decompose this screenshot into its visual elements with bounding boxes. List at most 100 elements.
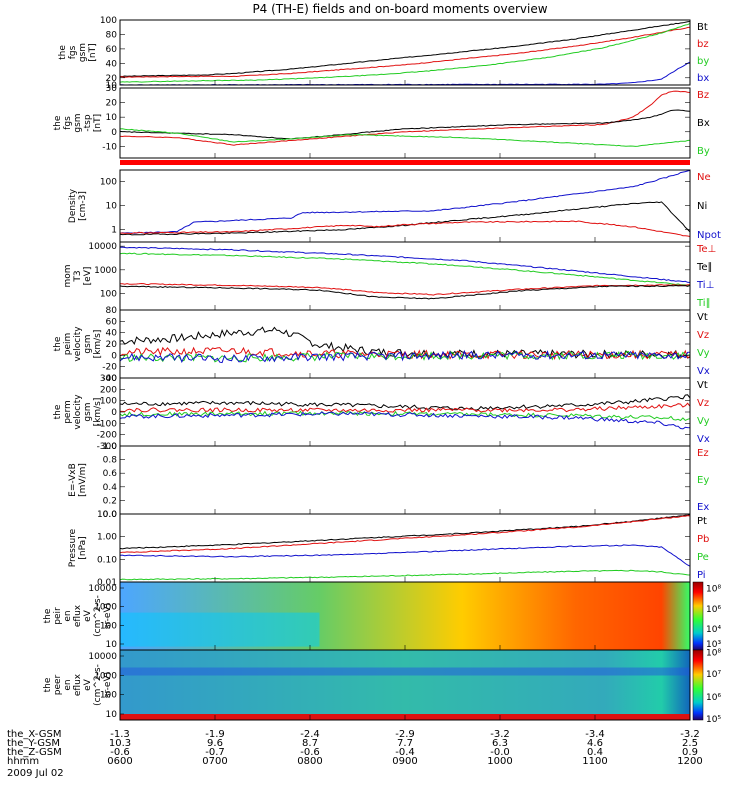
y-axis-label: [km/s] bbox=[93, 330, 103, 359]
legend-entry: Vx bbox=[697, 434, 710, 445]
y-tick-label: 100 bbox=[100, 691, 117, 701]
x-axis-row-label: the_Z-GSM bbox=[7, 747, 62, 758]
y-tick-label: 0.10 bbox=[97, 555, 117, 565]
y-axis-label: [cm-3] bbox=[78, 191, 88, 221]
y-tick-label: 10 bbox=[106, 113, 118, 123]
legend-entry: Npot bbox=[697, 230, 721, 241]
legend-entry: Te∥ bbox=[696, 262, 713, 273]
series-line-black bbox=[119, 21, 691, 78]
y-axis-label: perm bbox=[63, 400, 73, 424]
y-tick-label: 10.0 bbox=[97, 510, 117, 520]
x-axis-value: 1000 bbox=[487, 756, 512, 767]
y-tick-label: 20 bbox=[106, 74, 118, 84]
x-axis-value: -0.6 bbox=[300, 747, 320, 758]
panel-pressure: 0.01 0.10 1.00 10.0 Pressure [nPa] Pt Pb Pe Pi bbox=[68, 510, 709, 588]
panel-temperature: 100 1000 10000 mom T3 [eV] Te⊥ Te∥ Ti⊥ Ti∥ bbox=[63, 241, 716, 311]
y-axis-label: the bbox=[58, 45, 68, 60]
y-tick-label: 0.0 bbox=[103, 510, 118, 520]
y-tick-label: 20 bbox=[106, 99, 118, 109]
y-axis-label: velocity bbox=[73, 394, 83, 430]
y-axis-label: gsm bbox=[73, 113, 83, 132]
y-tick-label: 40 bbox=[106, 329, 118, 339]
legend-entry: Te⊥ bbox=[696, 244, 716, 255]
x-axis-value: 0600 bbox=[107, 756, 132, 767]
y-tick-label: 100 bbox=[100, 16, 117, 26]
y-axis-label: the bbox=[43, 608, 53, 623]
y-tick-label: 1000 bbox=[94, 603, 117, 613]
series-line-black bbox=[119, 284, 691, 300]
legend-entry: Ti∥ bbox=[696, 298, 711, 309]
x-axis-value: -0.0 bbox=[490, 747, 510, 758]
x-axis-value: -1.3 bbox=[110, 729, 130, 740]
y-tick-label: 100 bbox=[100, 621, 117, 631]
series-line-red bbox=[119, 220, 691, 237]
y-tick-label: 0 bbox=[111, 408, 117, 418]
y-axis-label: (cm^2-s- bbox=[93, 664, 103, 706]
y-tick-label: 10000 bbox=[88, 584, 117, 594]
y-axis-label: sr-eV) bbox=[103, 603, 113, 629]
x-axis-row-label: hhmm bbox=[7, 756, 39, 767]
x-axis-row-label: the_X-GSM bbox=[7, 729, 61, 740]
panel-peir_spectrogram: 10⁸ 10⁶ 10⁴ 10³ 10 100 1000 10000 the peir en eflux… bbox=[43, 581, 721, 651]
series-line-blue bbox=[119, 349, 691, 364]
legend-entry: Vy bbox=[697, 348, 710, 359]
y-axis-label: -tsp bbox=[83, 114, 93, 131]
legend-entry: by bbox=[697, 56, 709, 67]
colorbar-tick: 10⁶ bbox=[706, 605, 721, 615]
y-tick-label: -300 bbox=[97, 442, 118, 452]
x-axis-value: -3.2 bbox=[490, 729, 510, 740]
x-axis-value: 1100 bbox=[582, 756, 607, 767]
y-tick-label: 0 bbox=[111, 128, 117, 138]
y-tick-label: 200 bbox=[100, 385, 117, 395]
series-line-black bbox=[119, 514, 691, 550]
status-bar bbox=[120, 160, 690, 165]
legend-entry: Vy bbox=[697, 416, 710, 427]
x-axis-value: -1.9 bbox=[205, 729, 225, 740]
legend-entry: Vz bbox=[697, 330, 709, 341]
y-axis-label: eflux bbox=[73, 673, 83, 696]
colorbar-tick: 10⁷ bbox=[706, 670, 721, 680]
y-tick-label: 80 bbox=[106, 306, 118, 316]
y-tick-label: 100 bbox=[100, 397, 117, 407]
legend-entry: Vt bbox=[697, 312, 708, 323]
series-line-green bbox=[119, 252, 691, 286]
y-axis-label: eV bbox=[83, 678, 93, 691]
x-axis-value: -3.2 bbox=[680, 729, 700, 740]
legend-entry: Vz bbox=[697, 398, 709, 409]
x-axis-value: 0.4 bbox=[587, 747, 603, 758]
y-axis-label: [km/s] bbox=[93, 398, 103, 427]
panel-frame bbox=[119, 445, 691, 515]
x-axis-value: -0.7 bbox=[205, 747, 225, 758]
y-tick-label: 1000 bbox=[94, 266, 117, 276]
y-axis-label: gsm bbox=[83, 334, 93, 353]
y-tick-label: 1 bbox=[111, 225, 117, 235]
y-tick-label: 10 bbox=[106, 640, 118, 650]
colorbar-tick: 10⁸ bbox=[706, 584, 721, 594]
series-line-black bbox=[119, 394, 691, 411]
x-axis-value: 7.7 bbox=[397, 738, 413, 749]
series-line-blue bbox=[119, 169, 691, 234]
x-axis-value: 0800 bbox=[297, 756, 322, 767]
x-axis-value: 0900 bbox=[392, 756, 417, 767]
x-axis-value: 2.5 bbox=[682, 738, 698, 749]
y-tick-label: 0 bbox=[111, 351, 117, 361]
y-tick-label: 100 bbox=[100, 289, 117, 299]
legend-entry: bz bbox=[697, 39, 709, 50]
y-tick-label: 1.0 bbox=[103, 442, 118, 452]
series-line-green bbox=[119, 128, 691, 147]
colorbar-peer_spectrogram bbox=[692, 649, 704, 721]
panel-density: 1 10 100 Density [cm-3] Ne Ni Npot bbox=[68, 169, 721, 243]
x-axis-value: 9.6 bbox=[207, 738, 223, 749]
colorbar-tick: 10⁸ bbox=[706, 648, 721, 658]
y-axis-label: velocity bbox=[73, 326, 83, 362]
y-tick-label: 1000 bbox=[94, 671, 117, 681]
x-axis-value: 0700 bbox=[202, 756, 227, 767]
legend-entry: Vt bbox=[697, 380, 708, 391]
y-tick-label: 10000 bbox=[88, 652, 117, 662]
colorbar-peir_spectrogram bbox=[692, 581, 704, 651]
legend-entry: Pt bbox=[697, 516, 707, 527]
